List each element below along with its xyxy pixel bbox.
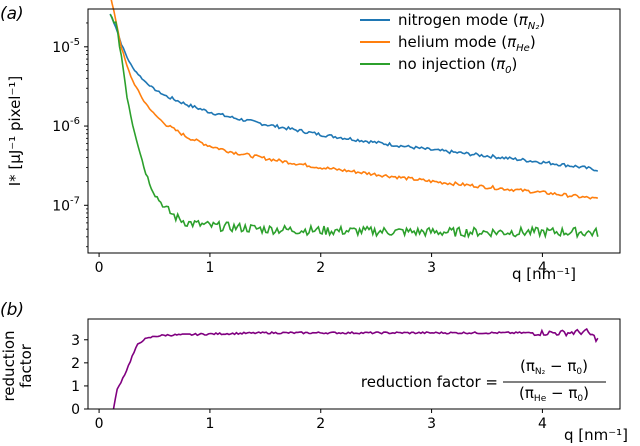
- x-tick-label: 4: [538, 416, 547, 432]
- panel-a-label: (a): [0, 4, 24, 24]
- panel-a-xticks: 0 1 2 3 4: [95, 253, 547, 276]
- x-tick-label: 0: [95, 416, 104, 432]
- panel-b-ylabel-line2: factor: [17, 343, 35, 388]
- y-tick-label: 2: [71, 356, 80, 372]
- y-tick-label: 1: [71, 379, 80, 395]
- y-tick-label: 0: [71, 402, 80, 418]
- formula-numerator: (πN₂ − π0): [520, 357, 588, 377]
- panel-b-xlabel: q [nm⁻¹]: [564, 426, 628, 444]
- panel-a-series: [109, 0, 599, 240]
- series-line-nitrogen-mode: [109, 13, 599, 172]
- series-line-helium-mode: [110, 0, 599, 200]
- y-tick-label: 10-6: [52, 116, 80, 135]
- panel-b-yticks: 0 1 2 3: [71, 333, 88, 418]
- x-tick-label: 2: [316, 416, 325, 432]
- legend: nitrogen mode (πN₂)helium mode (πHe)no i…: [360, 11, 545, 76]
- panel-b-label: (b): [0, 300, 24, 320]
- x-tick-label: 2: [316, 260, 325, 276]
- legend-entry: nitrogen mode (πN₂): [398, 11, 545, 32]
- x-tick-label: 0: [95, 260, 104, 276]
- panel-b-ylabel-line1: reduction: [0, 330, 18, 401]
- y-tick-label: 10-5: [52, 37, 80, 56]
- reduction-factor-line: [112, 327, 599, 410]
- x-tick-label: 1: [205, 416, 214, 432]
- y-tick-label: 3: [71, 333, 80, 349]
- legend-entry: no injection (π0): [398, 55, 517, 76]
- panel-b-xticks: 0 1 2 3 4: [95, 409, 547, 432]
- panel-a-xlabel: q [nm⁻¹]: [512, 265, 576, 283]
- panel-b-series: [112, 327, 599, 410]
- panel-b-ylabel: reduction factor: [0, 330, 35, 401]
- panel-a-yticks: 10-5 10-6 10-7: [52, 22, 88, 248]
- legend-entry: helium mode (πHe): [398, 33, 536, 54]
- panel-b-frame: [87, 318, 621, 410]
- x-tick-label: 3: [427, 416, 436, 432]
- reduction-factor-formula: reduction factor = (πN₂ − π0) (πHe − π0): [361, 357, 606, 404]
- panel-a-ylabel: I* [µJ⁻¹ pixel⁻¹]: [6, 76, 24, 187]
- formula-lhs: reduction factor =: [361, 373, 498, 391]
- formula-denominator: (πHe − π0): [519, 384, 589, 404]
- y-tick-label: 10-7: [52, 195, 80, 214]
- panel-b: (b) 0 1 2 3 0 1 2 3 4 q [nm⁻¹] reduction factor…: [0, 300, 628, 444]
- x-tick-label: 4: [538, 260, 547, 276]
- panel-a: (a) 10-5 10-6 10-7 0 1 2 3 4 q [nm⁻¹] I* [µJ⁻¹…: [0, 0, 621, 283]
- x-tick-label: 1: [205, 260, 214, 276]
- panel-a-frame: [87, 8, 621, 254]
- x-tick-label: 3: [427, 260, 436, 276]
- series-line-no-injection: [109, 13, 599, 240]
